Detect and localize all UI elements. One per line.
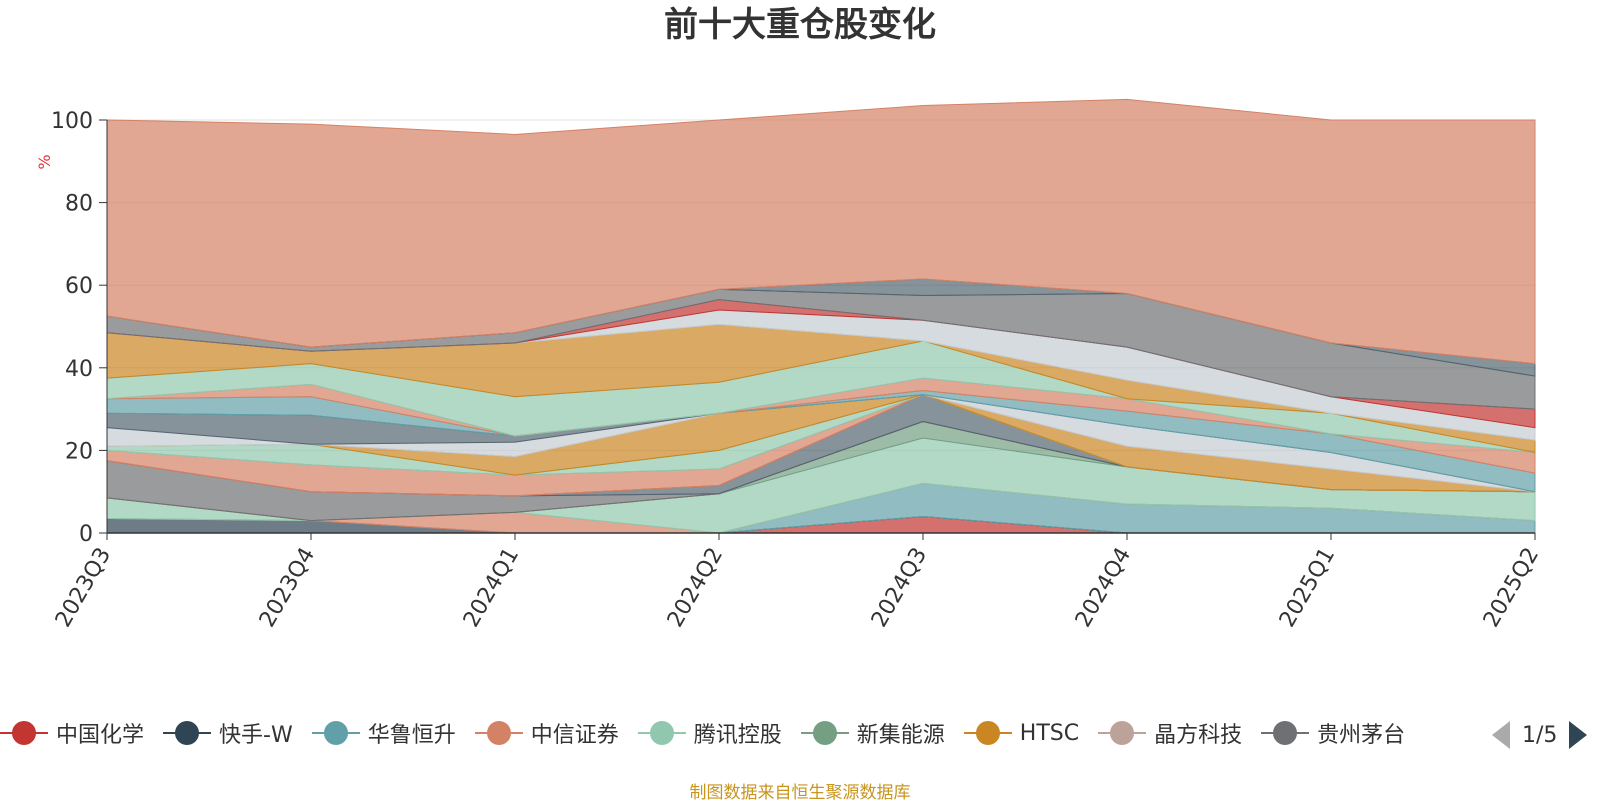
x-tick-label-0: 2023Q3 bbox=[51, 544, 116, 632]
y-tick-label-0: 0 bbox=[79, 522, 93, 547]
legend-marker-icon bbox=[163, 721, 212, 745]
chart-title: 前十大重仓股变化 bbox=[664, 5, 936, 45]
x-tick-label-4: 2024Q3 bbox=[867, 544, 932, 632]
legend-item-7[interactable]: 晶方科技 bbox=[1098, 715, 1242, 751]
legend-marker-icon bbox=[1098, 721, 1147, 745]
y-tick-label-3: 60 bbox=[65, 274, 93, 299]
legend-label-6: HTSC bbox=[1019, 720, 1080, 746]
x-tick-label-7: 2025Q2 bbox=[1479, 544, 1544, 632]
y-axis-label: % bbox=[35, 154, 54, 169]
legend-pager: 1/5 bbox=[1492, 718, 1588, 752]
legend-marker-icon bbox=[637, 721, 686, 745]
legend-marker-icon bbox=[311, 721, 360, 745]
x-tick-label-6: 2025Q1 bbox=[1275, 544, 1340, 632]
legend-label-7: 晶方科技 bbox=[1154, 723, 1243, 748]
legend-item-1[interactable]: 快手-W bbox=[163, 715, 293, 751]
legend: 中国化学 快手-W 华鲁恒升 中信证券 腾讯控股 新集能源 HTSC 晶方科技 贵州茅台 bbox=[0, 715, 1482, 751]
legend-marker-icon bbox=[1261, 721, 1310, 745]
y-tick-label-5: 100 bbox=[51, 109, 93, 134]
x-tick-label-1: 2023Q4 bbox=[255, 544, 320, 632]
legend-prev-page-button[interactable] bbox=[1492, 721, 1510, 749]
legend-item-3[interactable]: 中信证券 bbox=[474, 715, 619, 751]
legend-next-page-button[interactable] bbox=[1569, 721, 1588, 749]
legend-item-8[interactable]: 贵州茅台 bbox=[1261, 715, 1405, 751]
y-tick-label-2: 40 bbox=[65, 357, 93, 382]
area-series-group bbox=[106, 98, 1536, 534]
legend-marker-icon bbox=[963, 721, 1012, 745]
legend-marker-icon bbox=[474, 721, 523, 745]
legend-label-5: 新集能源 bbox=[856, 723, 945, 748]
legend-label-4: 腾讯控股 bbox=[693, 723, 782, 748]
legend-marker-icon bbox=[800, 721, 849, 745]
x-tick-label-5: 2024Q4 bbox=[1071, 544, 1136, 632]
x-tick-label-2: 2024Q1 bbox=[459, 544, 524, 632]
legend-label-3: 中信证券 bbox=[530, 723, 619, 748]
legend-item-4[interactable]: 腾讯控股 bbox=[637, 715, 782, 751]
legend-item-5[interactable]: 新集能源 bbox=[800, 715, 945, 751]
legend-item-0[interactable]: 中国化学 bbox=[0, 715, 144, 751]
y-tick-label-1: 20 bbox=[65, 439, 93, 464]
y-tick-label-4: 80 bbox=[65, 192, 93, 217]
legend-item-2[interactable]: 华鲁恒升 bbox=[311, 715, 456, 751]
legend-label-0: 中国化学 bbox=[56, 723, 145, 748]
legend-label-2: 华鲁恒升 bbox=[367, 723, 456, 748]
x-tick-label-3: 2024Q2 bbox=[663, 544, 728, 632]
legend-page-indicator: 1/5 bbox=[1522, 722, 1558, 748]
legend-label-1: 快手-W bbox=[219, 723, 293, 748]
legend-label-8: 贵州茅台 bbox=[1317, 723, 1406, 748]
legend-marker-icon bbox=[0, 721, 48, 745]
area-series-26[interactable] bbox=[106, 98, 1536, 365]
legend-item-6[interactable]: HTSC bbox=[963, 715, 1080, 751]
source-note: 制图数据来自恒生聚源数据库 bbox=[689, 783, 911, 803]
